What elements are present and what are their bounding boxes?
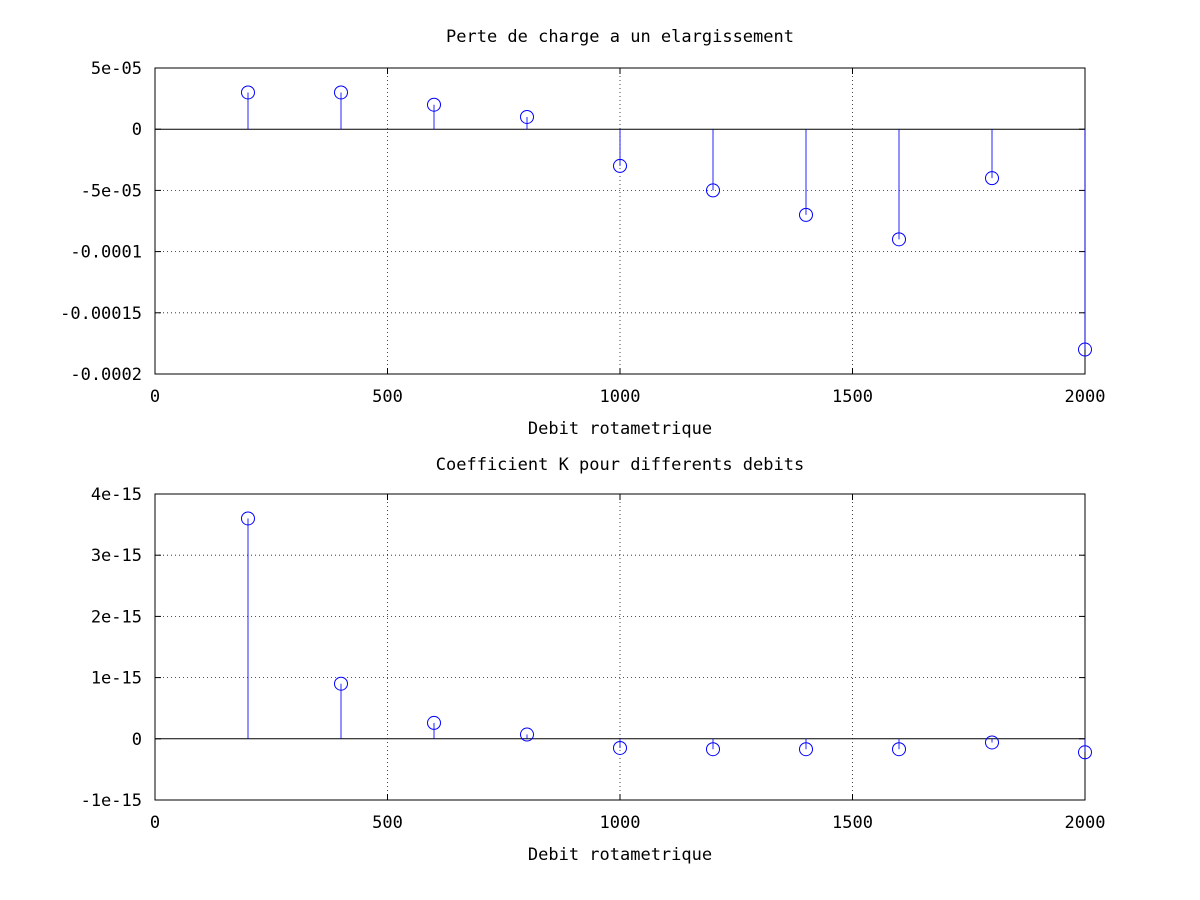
chart-title: Coefficient K pour differents debits: [436, 455, 804, 475]
y-tick-label: 2e-15: [91, 607, 142, 627]
data-point-marker: [799, 207, 813, 222]
data-point-marker: [985, 171, 999, 186]
x-tick-label: 500: [372, 387, 403, 407]
data-point-marker: [985, 735, 999, 750]
x-axis-label: Debit rotametrique: [528, 419, 712, 439]
y-tick-label: 4e-15: [91, 485, 142, 505]
data-point-marker: [706, 183, 720, 198]
data-point-marker: [520, 727, 534, 742]
data-point-marker: [520, 109, 534, 124]
x-axis-label: Debit rotametrique: [528, 845, 712, 865]
x-tick-label: 1000: [600, 813, 641, 833]
x-tick-label: 2000: [1065, 387, 1106, 407]
y-tick-label: -0.00015: [60, 304, 142, 324]
y-tick-label: 1e-15: [91, 669, 142, 689]
y-tick-label: 0: [132, 730, 142, 750]
y-tick-label: 5e-05: [91, 59, 142, 79]
x-tick-label: 1000: [600, 387, 641, 407]
data-point-marker: [1078, 342, 1092, 357]
x-tick-label: 1500: [832, 813, 873, 833]
data-point-marker: [427, 715, 441, 730]
data-point-marker: [799, 742, 813, 757]
x-tick-label: 500: [372, 813, 403, 833]
data-point-marker: [1078, 745, 1092, 760]
x-tick-label: 0: [150, 387, 160, 407]
data-point-marker: [613, 158, 627, 173]
data-point-marker: [892, 742, 906, 757]
data-point-marker: [334, 85, 348, 100]
data-point-marker: [241, 85, 255, 100]
x-tick-label: 1500: [832, 387, 873, 407]
y-tick-label: -0.0001: [70, 243, 142, 263]
data-point-marker: [706, 742, 720, 757]
y-tick-label: 3e-15: [91, 546, 142, 566]
data-point-marker: [613, 740, 627, 755]
x-tick-label: 2000: [1065, 813, 1106, 833]
y-tick-label: -0.0002: [70, 365, 142, 385]
data-point-marker: [427, 97, 441, 112]
y-tick-label: -5e-05: [81, 181, 142, 201]
y-tick-label: 0: [132, 120, 142, 140]
plot-coefficient-k: Coefficient K pour differents debits Deb…: [81, 455, 1106, 865]
x-tick-label: 0: [150, 813, 160, 833]
data-point-marker: [892, 232, 906, 247]
chart-title: Perte de charge a un elargissement: [446, 27, 794, 47]
data-point-marker: [334, 676, 348, 691]
y-tick-label: -1e-15: [81, 791, 142, 811]
data-point-marker: [241, 511, 255, 526]
plot-pressure-loss: Perte de charge a un elargissement Debit…: [60, 27, 1105, 439]
